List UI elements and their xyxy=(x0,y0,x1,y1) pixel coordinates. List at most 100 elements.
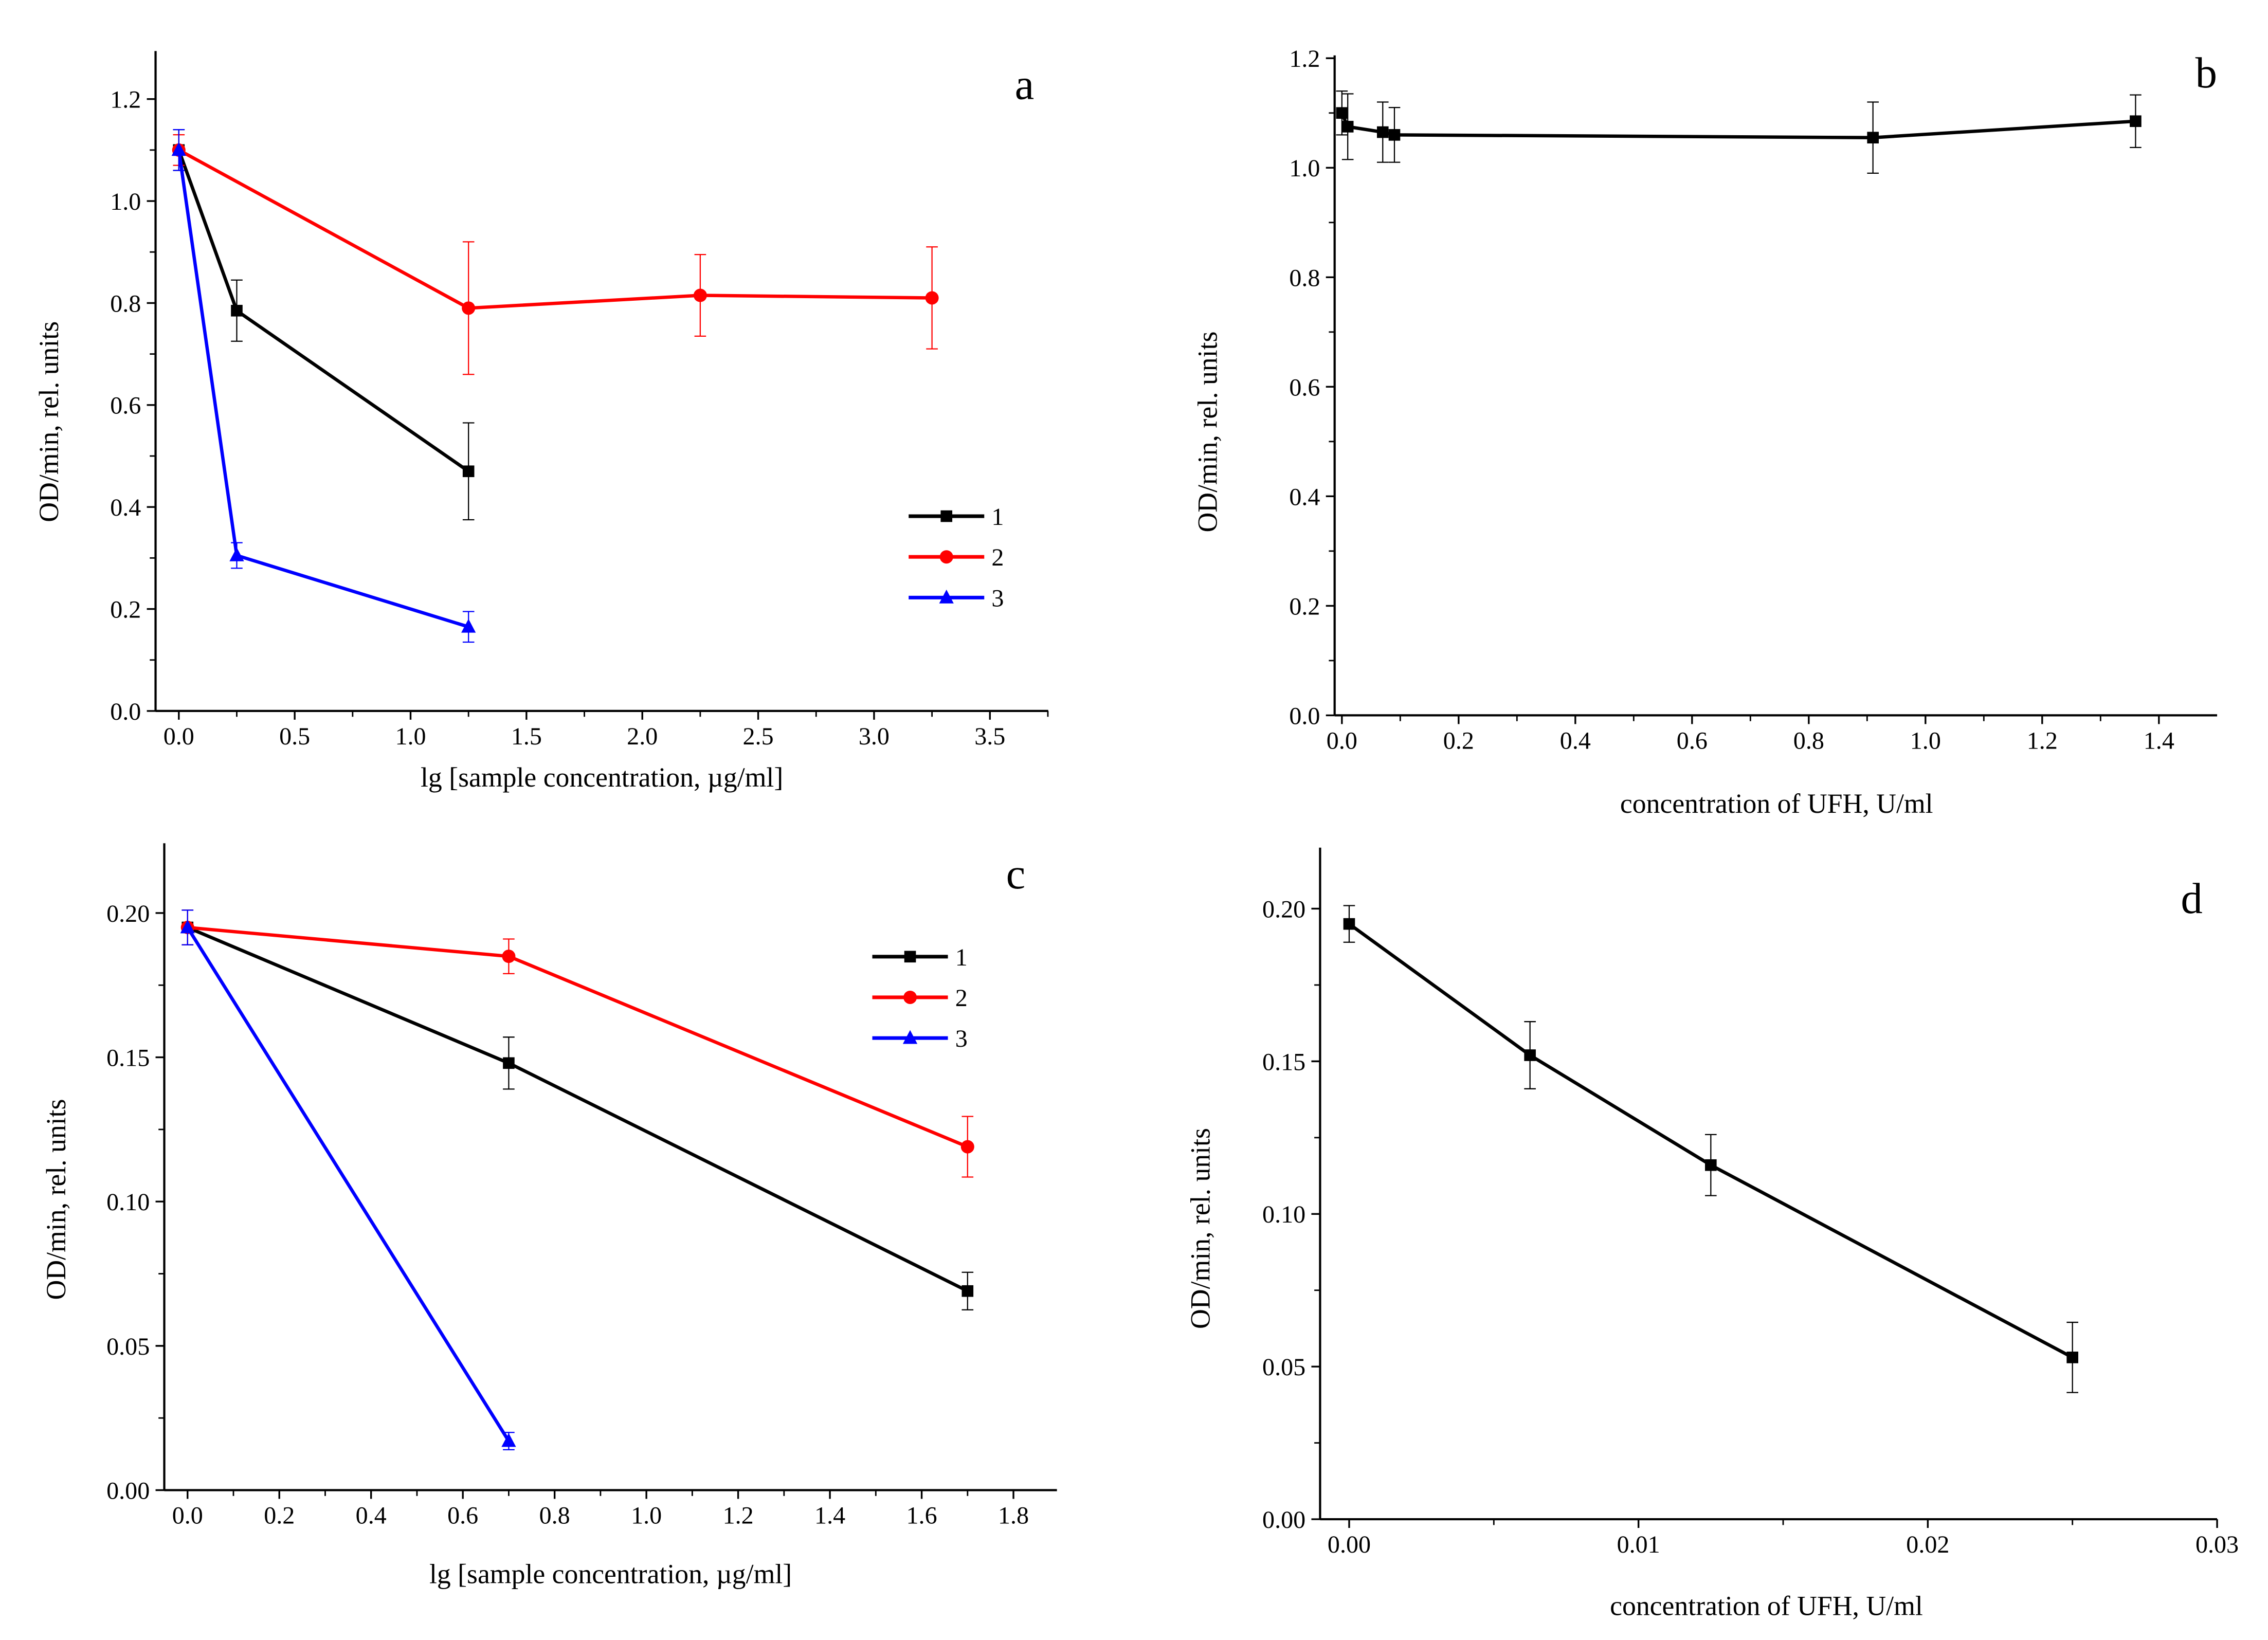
legend-label: 3 xyxy=(991,585,1004,612)
data-point-square xyxy=(1524,1049,1536,1061)
data-point-square xyxy=(1343,918,1355,930)
x-tick-label: 0.4 xyxy=(356,1502,387,1529)
y-tick-label: 0.15 xyxy=(1262,1048,1305,1076)
series-line xyxy=(187,926,969,1293)
data-point-square xyxy=(462,465,475,478)
y-tick-label: 1.0 xyxy=(110,188,141,215)
y-tick-label: 1.2 xyxy=(1289,45,1320,72)
panel-b: b concentration of UFH, U/ml OD/min, rel… xyxy=(1192,45,2218,819)
x-tick-label: 0.0 xyxy=(164,723,194,750)
x-tick-label: 0.4 xyxy=(1560,727,1591,754)
y-axis-label-b: OD/min, rel. units xyxy=(1192,332,1223,533)
data-point-triangle xyxy=(229,547,244,561)
x-tick-label: 1.6 xyxy=(906,1502,937,1529)
series-1 xyxy=(173,129,475,521)
data-point-triangle xyxy=(902,1030,918,1044)
x-axis-label-a: lg [sample concentration, µg/ml] xyxy=(421,762,783,793)
y-tick-label: 0.10 xyxy=(106,1189,150,1216)
y-tick-label: 0.20 xyxy=(1262,896,1305,923)
data-point-triangle xyxy=(501,1433,516,1447)
panel-label-b: b xyxy=(2196,49,2217,97)
x-tick-label: 1.0 xyxy=(395,723,426,750)
series-line xyxy=(186,926,511,1442)
series-line xyxy=(177,150,469,629)
x-tick-label: 1.8 xyxy=(998,1502,1029,1529)
panel-d: d concentration of UFH, U/ml OD/min, rel… xyxy=(1185,847,2239,1621)
legend-label: 3 xyxy=(955,1025,968,1052)
panel-c: c lg [sample concentration, µg/ml] OD/mi… xyxy=(41,843,1057,1589)
series-3 xyxy=(171,129,476,643)
y-tick-label: 0.15 xyxy=(106,1045,150,1072)
data-point-square xyxy=(940,510,953,522)
series-line xyxy=(1348,922,2074,1359)
x-tick-label: 0.2 xyxy=(264,1502,295,1529)
y-tick-label: 0.2 xyxy=(110,596,141,624)
legend-label: 1 xyxy=(991,503,1004,531)
x-axis-label-c: lg [sample concentration, µg/ml] xyxy=(429,1558,792,1589)
y-tick-label: 1.0 xyxy=(1289,155,1320,182)
legend-label: 2 xyxy=(991,544,1004,571)
x-tick-label: 0.03 xyxy=(2196,1531,2239,1558)
x-tick-label: 0.02 xyxy=(1906,1531,1949,1558)
series-2 xyxy=(172,134,939,375)
y-tick-label: 0.6 xyxy=(1289,374,1320,401)
series-line xyxy=(177,149,470,473)
data-point-square xyxy=(1376,126,1389,138)
data-point-circle xyxy=(693,288,707,302)
x-tick-label: 1.2 xyxy=(723,1502,754,1529)
y-tick-label: 0.8 xyxy=(1289,264,1320,291)
data-point-square xyxy=(231,304,243,317)
x-tick-label: 1.4 xyxy=(814,1502,845,1529)
panel-label-a: a xyxy=(1015,61,1035,109)
x-tick-label: 0.00 xyxy=(1328,1531,1371,1558)
x-tick-label: 2.5 xyxy=(743,723,774,750)
y-tick-label: 0.20 xyxy=(106,900,150,927)
legend-item-3: 3 xyxy=(872,1025,968,1052)
x-tick-label: 0.2 xyxy=(1443,727,1474,754)
data-point-square xyxy=(1867,132,1879,143)
y-tick-label: 0.2 xyxy=(1289,593,1320,620)
x-tick-label: 0.0 xyxy=(1327,727,1357,754)
data-point-square xyxy=(1388,129,1401,141)
x-axis-label-b: concentration of UFH, U/ml xyxy=(1620,788,1933,819)
y-axis-label-c: OD/min, rel. units xyxy=(41,1099,71,1300)
legend-item-2: 2 xyxy=(909,544,1004,571)
panel-label-d: d xyxy=(2181,874,2202,923)
data-point-circle xyxy=(925,291,939,305)
legend-item-1: 1 xyxy=(909,503,1004,531)
data-point-square xyxy=(2066,1352,2079,1363)
series-3 xyxy=(180,909,516,1451)
y-tick-label: 0.4 xyxy=(110,494,141,521)
y-tick-label: 0.0 xyxy=(110,698,141,725)
data-point-square xyxy=(1705,1159,1717,1171)
data-point-triangle xyxy=(939,589,954,604)
legend-item-2: 2 xyxy=(872,985,968,1012)
x-tick-label: 0.5 xyxy=(279,723,310,750)
y-axis-label-d: OD/min, rel. units xyxy=(1185,1128,1216,1329)
x-tick-label: 2.0 xyxy=(627,723,658,750)
legend-label: 2 xyxy=(955,985,968,1012)
legend-item-3: 3 xyxy=(909,585,1004,612)
x-tick-label: 0.0 xyxy=(172,1502,203,1529)
data-point-square xyxy=(2130,115,2142,127)
y-tick-label: 0.0 xyxy=(1289,702,1320,730)
data-point-triangle xyxy=(180,919,195,934)
y-tick-label: 0.00 xyxy=(1262,1506,1305,1534)
legend-label: 1 xyxy=(955,944,968,971)
data-point-square xyxy=(961,1285,974,1297)
x-tick-label: 1.4 xyxy=(2144,727,2174,754)
y-tick-label: 0.00 xyxy=(106,1477,150,1504)
panel-label-c: c xyxy=(1006,850,1026,898)
y-tick-label: 0.8 xyxy=(110,290,141,317)
data-point-circle xyxy=(502,950,516,963)
x-tick-label: 1.0 xyxy=(1910,727,1941,754)
x-tick-label: 1.5 xyxy=(511,723,542,750)
data-point-square xyxy=(503,1057,515,1069)
data-point-circle xyxy=(903,990,917,1004)
data-point-square xyxy=(1341,121,1354,133)
panel-a: a lg [sample concentration, µg/ml] OD/mi… xyxy=(33,51,1049,793)
series-UFH xyxy=(1343,905,2079,1393)
legend-item-1: 1 xyxy=(872,944,968,971)
x-tick-label: 0.6 xyxy=(1677,727,1708,754)
